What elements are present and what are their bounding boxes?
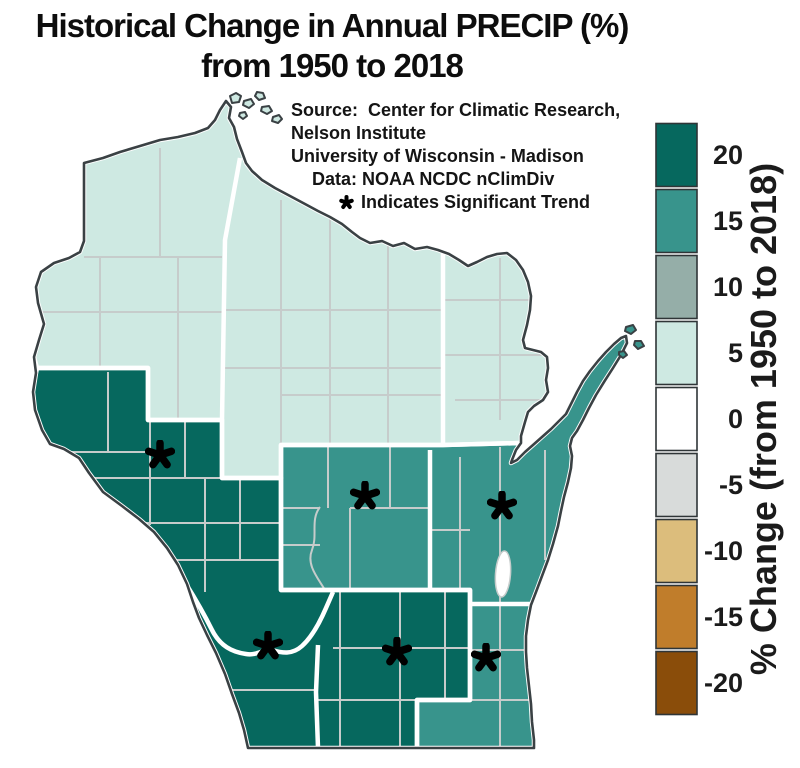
- legend-colorbar: [655, 122, 698, 716]
- legend-swatch-neg15: [655, 584, 698, 650]
- legend-swatch-neg20: [655, 650, 698, 716]
- legend-label-neg20: -20: [704, 668, 743, 698]
- map-title-line2: from 1950 to 2018: [201, 47, 464, 84]
- source-line-4: Data: NOAA NCDC nClimDiv: [312, 169, 555, 189]
- legend-swatch-0: [655, 386, 698, 452]
- source-line-1: Source: Center for Climatic Research,: [291, 100, 621, 120]
- legend-swatch-15: [655, 188, 698, 254]
- legend-label-neg15: -15: [704, 602, 743, 632]
- legend-swatch-neg5: [655, 452, 698, 518]
- legend-swatch-neg10: [655, 518, 698, 584]
- legend-label-20: 20: [713, 140, 743, 170]
- legend-label-5: 5: [728, 338, 743, 368]
- lake-winnebago: [494, 550, 512, 598]
- state-outline: [31, 99, 629, 750]
- legend-label-0: 0: [728, 404, 743, 434]
- legend-label-neg5: -5: [719, 470, 743, 500]
- map-title: Historical Change in Annual PRECIP (%) f…: [0, 6, 664, 86]
- legend-tick-labels: 20 15 10 5 0 -5 -10 -15 -20: [704, 140, 743, 698]
- legend-label-15: 15: [713, 206, 743, 236]
- map-title-line1: Historical Change in Annual PRECIP (%): [35, 7, 630, 44]
- division-boundaries: [33, 101, 627, 748]
- legend-swatch-20: [655, 122, 698, 188]
- significance-note-text: Indicates Significant Trend: [361, 192, 591, 212]
- legend-swatch-10: [655, 254, 698, 320]
- source-note: Source: Center for Climatic Research, Ne…: [291, 99, 620, 214]
- legend-label-neg10: -10: [704, 536, 743, 566]
- source-line-5: Indicates Significant Trend: [291, 191, 620, 214]
- source-line-3: University of Wisconsin - Madison: [291, 146, 584, 166]
- door-islands: [618, 324, 645, 359]
- legend-axis-label: % Change (from 1950 to 2018): [743, 163, 784, 675]
- apostle-islands: [229, 91, 283, 124]
- asterisk-icon: [339, 195, 354, 209]
- legend-label-10: 10: [713, 272, 743, 302]
- legend-swatch-5: [655, 320, 698, 386]
- source-line-2: Nelson Institute: [291, 123, 427, 143]
